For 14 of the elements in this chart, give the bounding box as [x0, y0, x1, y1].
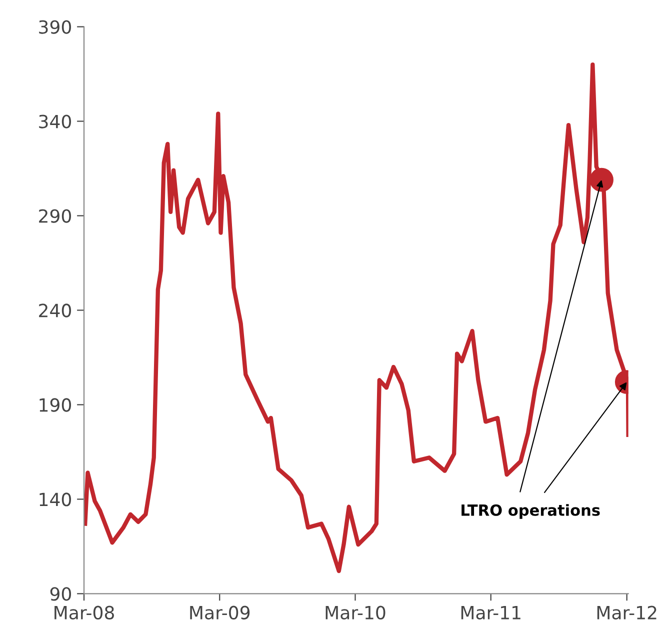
x-tick-label: Mar-09	[190, 606, 250, 620]
x-tick-label: Mar-08	[54, 606, 114, 620]
y-tick-label: 340	[39, 114, 71, 128]
y-tick-label: 240	[39, 304, 71, 318]
line-series	[84, 62, 628, 574]
annotation: LTRO operations	[462, 504, 600, 519]
y-tick-label: 90	[50, 587, 71, 601]
y-tick-label: 140	[40, 492, 71, 506]
x-tick-label: Mar-12	[597, 606, 656, 620]
y-tick-label: 190	[40, 398, 71, 412]
y-tick-label: 290	[39, 209, 71, 223]
x-tick-label: Mar-11	[461, 606, 520, 620]
x-tick-label: Mar-10	[326, 606, 386, 620]
y-tick-label: 390	[39, 20, 71, 34]
